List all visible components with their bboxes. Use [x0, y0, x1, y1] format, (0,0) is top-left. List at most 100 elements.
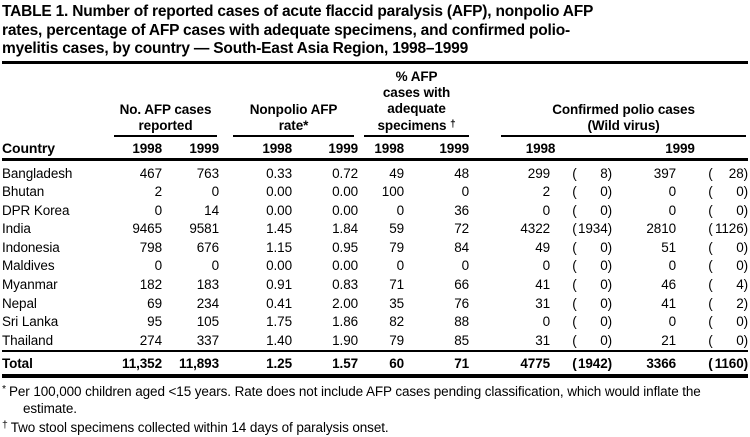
- col-group-afp-cases: No. AFP cases reported: [102, 64, 219, 137]
- cell-rate-1998: 0.00: [266, 202, 292, 218]
- cell-spec-1999: 66: [454, 277, 470, 293]
- table-title-line: TABLE 1. Number of reported cases of acu…: [2, 3, 594, 20]
- cell-afp-1999: 676: [196, 239, 219, 255]
- paren-close: ): [743, 277, 749, 293]
- col-group-confirmed-polio: Confirmed polio cases (Wild virus): [469, 64, 748, 137]
- country-column-header: Country: [2, 136, 102, 161]
- wild-count: 0: [736, 314, 744, 330]
- paren-close: ): [607, 202, 613, 218]
- cell-rate-1999: 0.00: [332, 184, 359, 200]
- cell-wild-1999: (4): [676, 276, 748, 295]
- cell-spec-1998: 0: [396, 202, 405, 218]
- cell-country: Total: [2, 350, 102, 379]
- group-label-line: No. AFP cases: [119, 101, 212, 117]
- group-label-line: specimens †: [377, 117, 456, 133]
- cell-rate-1999: 1.84: [332, 221, 359, 237]
- cell-rate-1999: 2.00: [332, 295, 359, 311]
- cell-spec-1999: 36: [454, 202, 470, 218]
- cell-spec-1999: 76: [454, 295, 470, 311]
- wild-count: 0: [736, 202, 744, 218]
- cell-conf-1999: 2810: [646, 221, 677, 237]
- year-header-conf-1999: 1999: [612, 136, 749, 161]
- cell-conf-1998: 4775: [469, 350, 550, 379]
- cell-country: Maldives: [2, 258, 55, 274]
- cell-afp-1998: 95: [147, 314, 162, 330]
- cell-afp-1999: 337: [196, 332, 219, 348]
- cell-conf-1999: 21: [661, 332, 677, 348]
- paren-open: (: [708, 295, 713, 311]
- cell-wild-1999: (0): [676, 183, 748, 202]
- cell-afp-1998: 798: [139, 239, 162, 255]
- wild-count: 0: [600, 314, 608, 330]
- paren-close: ): [743, 295, 749, 311]
- cell-afp-1999: 14: [204, 202, 219, 218]
- cell-wild-1998: (0): [550, 295, 612, 314]
- paren-open: (: [572, 314, 577, 330]
- wild-count: 0: [600, 184, 608, 200]
- wild-count: 2: [736, 295, 744, 311]
- table-row: India 9465 9581 1.45 1.84 59 72 4322 (19…: [2, 220, 748, 239]
- wild-count: 8: [600, 165, 608, 181]
- wild-count: 0: [600, 239, 608, 255]
- dagger-footnote-marker: †: [2, 419, 8, 432]
- cell-spec-1998: 79: [389, 332, 405, 348]
- table-row: Bhutan 2 0 0.00 0.00 100 0 2 (0) 0 (0): [2, 183, 748, 202]
- cell-rate-1998: 1.25: [219, 350, 292, 379]
- cell-conf-1999: 51: [661, 239, 677, 255]
- paren-close: ): [607, 356, 613, 372]
- cell-wild-1999: (0): [676, 257, 748, 276]
- paren-close: ): [607, 295, 613, 311]
- wild-count: 0: [600, 332, 608, 348]
- cell-spec-1999: 88: [454, 314, 470, 330]
- paren-open: (: [708, 184, 713, 200]
- cell-wild-1999: (1160): [676, 350, 748, 379]
- cell-conf-1998: 2: [542, 184, 551, 200]
- paren-open: (: [572, 356, 577, 372]
- paren-open: (: [572, 221, 577, 237]
- asterisk-footnote-marker: *: [2, 383, 6, 396]
- cell-spec-1999: 0: [461, 258, 470, 274]
- cell-rate-1998: 1.45: [266, 221, 292, 237]
- cell-conf-1999: 397: [653, 165, 677, 181]
- cell-wild-1998: (8): [550, 159, 612, 183]
- afp-polio-table: No. AFP cases reported Nonpolio AFP rate…: [2, 64, 748, 379]
- table-row: Maldives 0 0 0.00 0.00 0 0 0 (0) 0 (0): [2, 257, 748, 276]
- cell-conf-1999: 0: [668, 258, 677, 274]
- paren-open: (: [708, 314, 713, 330]
- cell-spec-1999: 72: [454, 221, 470, 237]
- group-label-line: Nonpolio AFP: [249, 101, 338, 117]
- cell-country: Bangladesh: [2, 165, 73, 181]
- footnote-text: Two stool specimens collected within 14 …: [10, 420, 389, 436]
- table-title-line: myelitis cases, by country — South-East …: [2, 40, 468, 57]
- paren-open: (: [708, 258, 713, 274]
- cell-afp-1999: 183: [196, 277, 219, 293]
- cell-afp-1999: 105: [196, 314, 219, 330]
- paren-close: ): [607, 165, 613, 181]
- cell-wild-1999: (2): [676, 295, 748, 314]
- cell-country: India: [2, 221, 31, 237]
- cell-wild-1998: (0): [550, 202, 612, 221]
- paren-close: ): [607, 184, 613, 200]
- paren-open: (: [708, 221, 713, 237]
- paren-open: (: [572, 165, 577, 181]
- cell-wild-1998: (0): [550, 257, 612, 276]
- cell-spec-1998: 79: [389, 239, 405, 255]
- cell-conf-1998: 4322: [520, 221, 551, 237]
- cell-spec-1998: 100: [381, 184, 405, 200]
- group-label-line: rate*: [278, 117, 309, 133]
- footnote-specimens: † Two stool specimens collected within 14…: [2, 417, 748, 436]
- paren-open: (: [708, 356, 713, 372]
- group-label-line: % AFP: [395, 68, 438, 84]
- group-label-line: cases with: [382, 84, 451, 100]
- group-label-line: reported: [138, 117, 193, 133]
- wild-count: 4: [736, 277, 744, 293]
- paren-open: (: [572, 239, 577, 255]
- cell-rate-1999: 0.00: [332, 258, 359, 274]
- cell-rate-1998: 0.00: [266, 184, 292, 200]
- cell-conf-1998: 0: [542, 258, 551, 274]
- wild-count: 0: [736, 332, 744, 348]
- cell-country: Bhutan: [2, 184, 45, 200]
- cell-conf-1998: 299: [527, 165, 551, 181]
- wild-count: 28: [728, 165, 744, 181]
